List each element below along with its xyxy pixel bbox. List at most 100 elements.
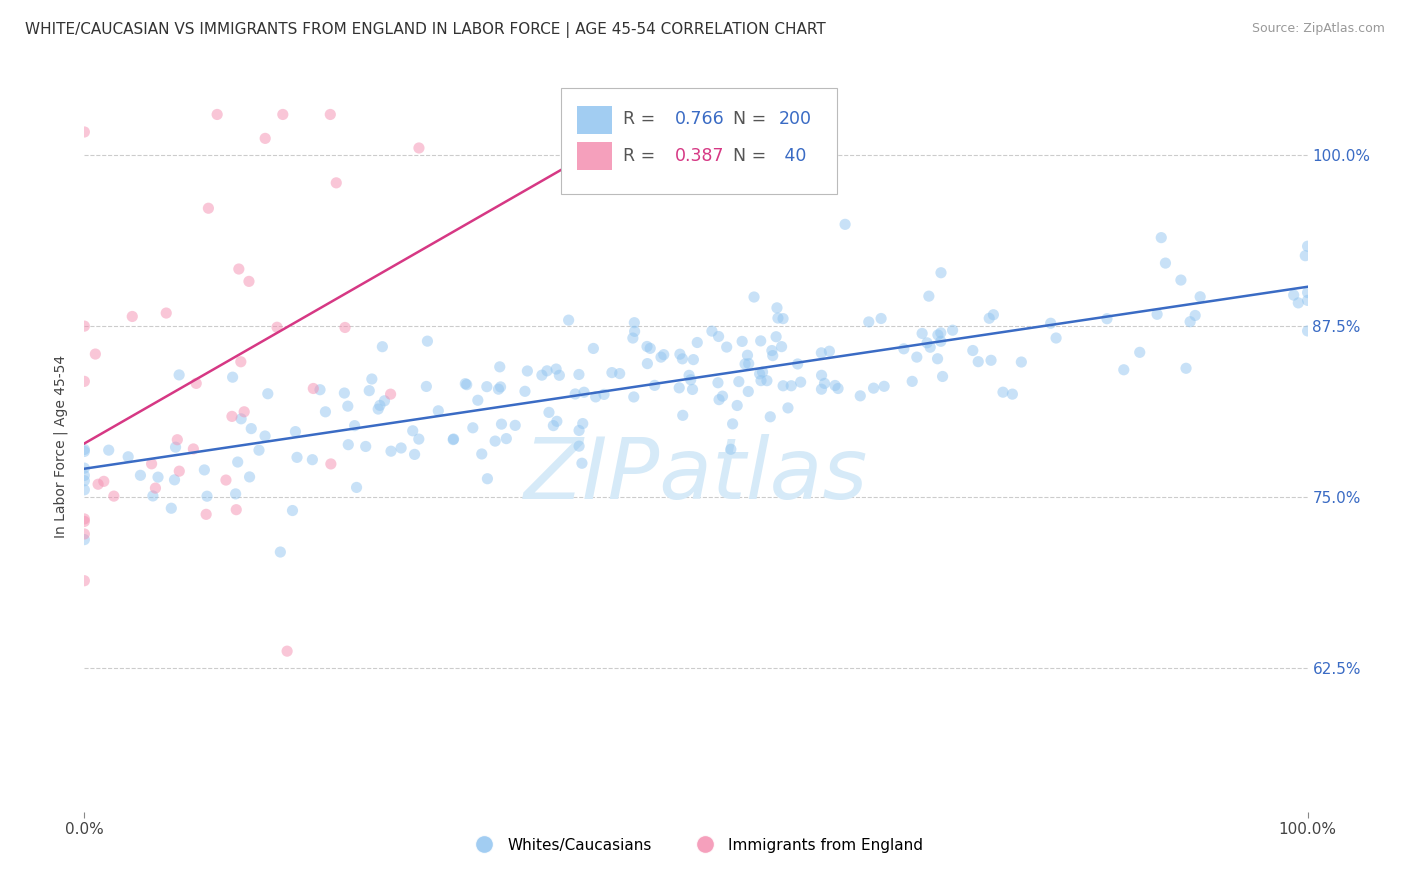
Point: [513, 384, 536, 399]
Point: [824, 378, 846, 392]
Text: 40: 40: [779, 146, 807, 165]
Point: [780, 378, 803, 392]
Point: [367, 402, 389, 417]
Point: [404, 447, 426, 461]
Point: [810, 382, 832, 396]
Point: [225, 487, 247, 501]
Point: [228, 262, 250, 277]
Point: [720, 442, 742, 457]
Point: [983, 308, 1005, 322]
Point: [737, 384, 759, 399]
Point: [901, 375, 924, 389]
Point: [748, 367, 770, 381]
Point: [441, 433, 464, 447]
Point: [247, 443, 270, 458]
Point: [285, 450, 308, 465]
Point: [371, 340, 394, 354]
Point: [475, 379, 498, 393]
Point: [489, 380, 512, 394]
Point: [166, 433, 188, 447]
Point: [827, 382, 849, 396]
Point: [870, 311, 893, 326]
Point: [727, 375, 749, 389]
Point: [818, 344, 841, 359]
Point: [929, 326, 952, 340]
Point: [770, 340, 793, 354]
Point: [893, 342, 915, 356]
Point: [858, 315, 880, 329]
Point: [1296, 324, 1319, 338]
Point: [93, 475, 115, 489]
Point: [571, 417, 593, 431]
Text: R =: R =: [623, 146, 655, 165]
Point: [766, 301, 789, 315]
Text: ZIPatlas: ZIPatlas: [524, 434, 868, 516]
Point: [1294, 249, 1316, 263]
Point: [193, 463, 215, 477]
Point: [359, 384, 381, 398]
Point: [229, 355, 252, 369]
Point: [491, 417, 513, 431]
Point: [1150, 230, 1173, 244]
Point: [979, 311, 1001, 326]
Point: [238, 274, 260, 288]
Point: [557, 313, 579, 327]
Point: [97, 443, 120, 458]
Point: [165, 440, 187, 454]
Point: [927, 328, 949, 343]
Point: [1001, 387, 1024, 401]
Point: [73, 483, 96, 497]
Point: [121, 310, 143, 324]
Point: [1282, 288, 1305, 302]
Point: [749, 374, 772, 388]
FancyBboxPatch shape: [561, 87, 837, 194]
Point: [927, 351, 949, 366]
Point: [271, 107, 294, 121]
Point: [221, 370, 243, 384]
Text: N =: N =: [733, 110, 766, 128]
Point: [129, 468, 152, 483]
Point: [918, 289, 941, 303]
Point: [623, 324, 645, 338]
Point: [711, 389, 734, 403]
Point: [772, 378, 794, 392]
Point: [195, 508, 218, 522]
Point: [1296, 293, 1319, 308]
Point: [636, 339, 658, 353]
Text: 0.766: 0.766: [675, 110, 725, 128]
Point: [650, 350, 672, 364]
Point: [380, 444, 402, 458]
Point: [682, 383, 704, 397]
Point: [530, 368, 553, 383]
Point: [772, 311, 794, 326]
Point: [734, 357, 756, 371]
Point: [73, 515, 96, 529]
Point: [707, 329, 730, 343]
Point: [73, 527, 96, 541]
Point: [679, 373, 702, 387]
Point: [737, 348, 759, 362]
Point: [87, 477, 110, 491]
Point: [314, 405, 336, 419]
Point: [776, 401, 799, 415]
Point: [1129, 345, 1152, 359]
Point: [623, 316, 645, 330]
Point: [609, 367, 631, 381]
Point: [343, 418, 366, 433]
Point: [117, 450, 139, 464]
Point: [488, 359, 510, 374]
Point: [737, 357, 759, 371]
Text: Source: ZipAtlas.com: Source: ZipAtlas.com: [1251, 22, 1385, 36]
Point: [1170, 273, 1192, 287]
Point: [668, 381, 690, 395]
Point: [1178, 315, 1201, 329]
Point: [73, 533, 96, 547]
Point: [254, 429, 277, 443]
Point: [169, 464, 191, 478]
Point: [281, 503, 304, 517]
Point: [765, 330, 787, 344]
Point: [671, 351, 693, 366]
Point: [669, 347, 692, 361]
Point: [873, 379, 896, 393]
Point: [456, 377, 478, 392]
